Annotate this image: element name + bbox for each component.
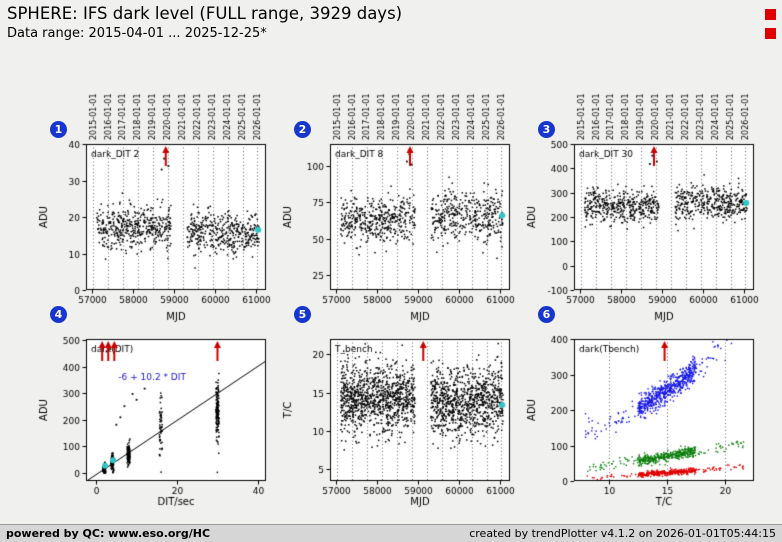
plot-2-badge: 2 [294, 121, 311, 138]
plot-4-badge: 4 [50, 306, 67, 323]
plot-dark-vs-dit-canvas [36, 327, 272, 509]
footer-bar: powered by QC: www.eso.org/HC created by… [0, 524, 782, 542]
plot-dark-vs-dit [36, 327, 272, 509]
plot-dark-dit30 [524, 80, 760, 324]
plot-dark-vs-tbench [524, 327, 760, 509]
plot-dark-dit8-canvas [280, 80, 516, 324]
alert-flag-subtitle [765, 28, 776, 39]
plot-3-badge: 3 [538, 121, 555, 138]
footer-qc-link[interactable]: powered by QC: www.eso.org/HC [6, 527, 211, 540]
plot-tbench-canvas [280, 327, 516, 509]
plot-1-badge: 1 [50, 121, 67, 138]
footer-created-by: created by trendPlotter v4.1.2 on 2026-0… [469, 527, 776, 540]
plot-6-badge: 6 [538, 306, 555, 323]
plot-5-badge: 5 [294, 306, 311, 323]
plot-dark-dit30-canvas [524, 80, 760, 324]
plot-tbench [280, 327, 516, 509]
page-title: SPHERE: IFS dark level (FULL range, 3929… [7, 4, 403, 23]
plot-dark-vs-tbench-canvas [524, 327, 760, 509]
plot-dark-dit2 [36, 80, 272, 324]
alert-flag-title [765, 9, 776, 20]
page-header: SPHERE: IFS dark level (FULL range, 3929… [7, 4, 402, 42]
plot-dark-dit2-canvas [36, 80, 272, 324]
plot-dark-dit8 [280, 80, 516, 324]
date-range: Data range: 2015-04-01 ... 2025-12-25* [7, 26, 267, 41]
